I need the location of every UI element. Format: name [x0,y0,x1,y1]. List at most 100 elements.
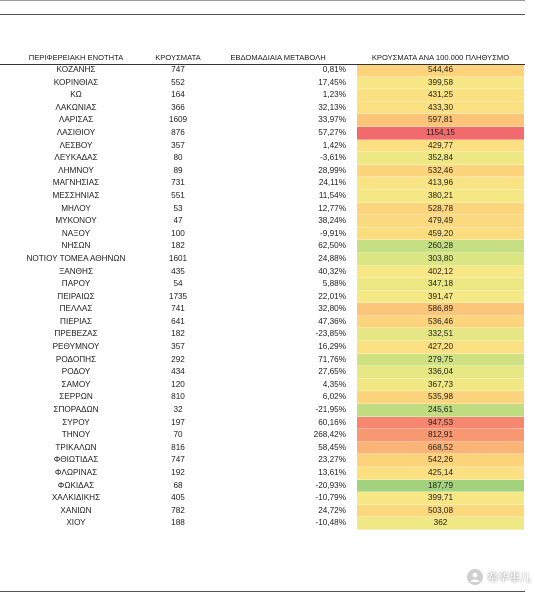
table-row: ΚΟΡΙΝΘΙΑΣ 552 17,45% 399,58 [0,76,525,90]
weekly-change-value: 33,97% [318,115,346,125]
per-100k-cell: 336,04 [357,366,524,379]
table-row: ΠΙΕΡΙΑΣ 641 47,36% 536,46 [0,315,525,329]
table-row: ΝΑΞΟΥ 100 -9,91% 459,20 [0,227,525,241]
table-row: ΧΑΝΙΩΝ 782 24,72% 503,08 [0,504,525,518]
weekly-change-cell: 1,23% [204,89,352,102]
per-100k-cell: 187,79 [357,479,524,493]
per-100k-cell: 425,14 [357,467,524,480]
weekly-change-value: 1,23% [322,90,346,100]
cases-cell: 182 [171,329,185,339]
cases-cell: 188 [171,518,185,528]
cases-cell: 80 [173,153,183,163]
table-row: ΠΑΡΟΥ 54 5,88% 347,18 [0,278,525,291]
table-row: ΡΟΔΟΥ 434 27,65% 336,04 [0,366,525,379]
table-row: ΤΗΝΟΥ 70 268,42% 812,91 [0,429,525,442]
table-row: ΝΗΣΩΝ 182 62,50% 260,28 [0,240,525,253]
weekly-change-cell: -10,48% [204,517,352,530]
weekly-change-cell: 71,76% [204,354,352,367]
region-cell: ΣΕΡΡΩΝ [59,392,93,402]
region-cell: ΣΥΡΟΥ [62,417,90,427]
region-cell: ΦΘΙΩΤΙΔΑΣ [53,455,99,465]
per-100k-cell: 367,73 [357,378,524,392]
weekly-change-value: 71,76% [318,354,346,364]
region-cell: ΜΑΓΝΗΣΙΑΣ [52,178,100,188]
cases-cell: 89 [173,165,183,175]
weekly-change-cell: 57,27% [204,127,352,140]
cases-cell: 182 [171,241,185,251]
weekly-change-value: 60,16% [318,417,346,427]
region-cell: ΡΕΘΥΜΝΟΥ [52,342,100,352]
weekly-change-cell: 28,99% [204,165,352,178]
region-cell: ΛΑΣΙΘΙΟΥ [56,127,96,137]
table-row: ΛΕΥΚΑΔΑΣ 80 -3,61% 352,84 [0,152,525,165]
weekly-change-cell: -3,61% [204,152,352,165]
region-cell: ΛΕΣΒΟΥ [59,140,93,150]
region-cell: ΛΕΥΚΑΔΑΣ [54,153,98,163]
table-row: ΣΑΜΟΥ 120 4,35% 367,73 [0,378,525,392]
table-row: ΦΘΙΩΤΙΔΑΣ 747 23,27% 542,26 [0,454,525,467]
weekly-change-value: 23,27% [318,455,346,465]
region-cell: ΡΟΔΟΠΗΣ [55,354,97,364]
region-cell: ΛΑΡΙΣΑΣ [58,115,94,125]
cases-cell: 876 [171,127,185,137]
table-row: ΣΥΡΟΥ 197 60,16% 947,53 [0,416,525,430]
cases-cell: 1601 [168,253,188,263]
top-border [0,0,525,1]
weekly-change-cell: 0,81% [204,64,352,77]
cases-cell: 816 [171,442,185,452]
person-icon [466,568,484,586]
table-row: ΦΛΩΡΙΝΑΣ 192 13,61% 425,14 [0,467,525,480]
table-row: ΜΥΚΟΝΟΥ 47 38,24% 479,49 [0,215,525,228]
table-body: ΚΟΖΑΝΗΣ 747 0,81% 544,46 ΚΟΡΙΝΘΙΑΣ 552 17,45% 3… [0,64,525,530]
weekly-change-cell: 23,27% [204,454,352,467]
region-cell: ΠΙΕΡΙΑΣ [60,316,92,326]
per-100k-cell: 1154,15 [357,126,524,140]
weekly-change-value: 40,32% [318,266,346,276]
cases-cell: 405 [171,493,185,503]
weekly-change-cell: -21,95% [204,404,352,417]
cases-cell: 357 [171,140,185,150]
cases-cell: 47 [173,216,183,226]
weekly-change-value: 4,35% [322,379,346,389]
per-100k-cell: 413,96 [357,177,524,190]
weekly-change-cell: 13,61% [204,467,352,480]
per-100k-cell: 668,52 [357,441,524,455]
cases-cell: 366 [171,102,185,112]
top-divider [0,14,525,15]
cases-cell: 747 [171,455,185,465]
cases-cell: 552 [171,77,185,87]
per-100k-cell: 362 [357,517,524,530]
weekly-change-cell: 32,13% [204,102,352,115]
per-100k-cell: 812,91 [357,429,524,442]
table-row: ΧΑΛΚΙΔΙΚΗΣ 405 -10,79% 399,71 [0,492,525,505]
weekly-change-cell: 16,29% [204,341,352,354]
weekly-change-value: 28,99% [318,165,346,175]
per-100k-cell: 586,89 [357,303,524,316]
weekly-change-value: 22,01% [318,291,346,301]
per-100k-cell: 399,58 [357,76,524,90]
region-cell: ΠΕΙΡΑΙΩΣ [57,291,95,301]
region-cell: ΚΟΡΙΝΘΙΑΣ [53,77,99,87]
per-100k-cell: 479,49 [357,215,524,228]
weekly-change-cell: 32,80% [204,303,352,316]
table-row: ΤΡΙΚΑΛΩΝ 816 58,45% 668,52 [0,441,525,455]
region-cell: ΧΑΛΚΙΔΙΚΗΣ [51,493,101,503]
cases-cell: 782 [171,505,185,515]
cases-cell: 1609 [168,115,188,125]
table-row: ΚΩ 164 1,23% 431,25 [0,89,525,102]
cases-cell: 747 [171,65,185,74]
weekly-change-value: 17,45% [318,77,346,87]
cases-cell: 741 [171,304,185,314]
table-row: ΛΗΜΝΟΥ 89 28,99% 532,46 [0,164,525,178]
table-row: ΚΟΖΑΝΗΣ 747 0,81% 544,46 [0,64,525,77]
weekly-change-value: -9,91% [320,228,346,238]
per-100k-cell: 542,26 [357,454,524,467]
weekly-change-cell: 33,97% [204,114,352,127]
table-row: ΠΕΛΛΑΣ 741 32,80% 586,89 [0,303,525,316]
weekly-change-value: -21,95% [315,405,347,415]
table-row: ΣΠΟΡΑΔΩΝ 32 -21,95% 245,61 [0,404,525,417]
cases-cell: 434 [171,367,185,377]
region-cell: ΚΟΖΑΝΗΣ [56,65,96,74]
per-100k-cell: 380,21 [357,189,524,203]
per-100k-cell: 433,30 [357,101,524,115]
